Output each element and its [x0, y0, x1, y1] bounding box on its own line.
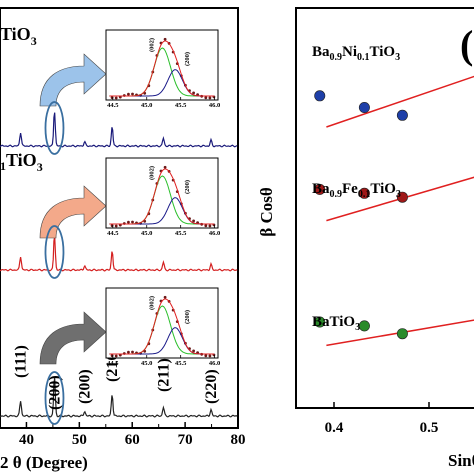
- inset-tick-label: 44.5: [107, 102, 119, 109]
- wh-x-ticks: 0.4 0.5: [325, 402, 439, 436]
- inset-tick-label: 45.0: [141, 360, 152, 367]
- peak-ellipse: [44, 371, 65, 425]
- wh-series: [314, 75, 474, 347]
- peak-ellipse: [44, 225, 65, 279]
- inset-tick-label: 45.0: [141, 102, 152, 109]
- zoom-arrows: [39, 53, 107, 365]
- xrd-traces: [0, 112, 238, 418]
- inset-fit-total: [109, 168, 214, 225]
- xrd-frame: [0, 7, 239, 429]
- williamson-hall-panel: β Cosθ Sinθ ( 0.4 0.5 Ba0.9Ni0.1TiO3 Ba0.…: [257, 7, 474, 470]
- inset-data-point: [204, 96, 208, 100]
- wh-data-point: [314, 90, 326, 102]
- inset-tick-label: 46.0: [209, 102, 220, 109]
- zoom-insets: 44.5 45.0 45.5 46.0 (002) (200) 44.5 45.0 45.5 46…: [105, 29, 220, 367]
- inset-tick-label: 46.0: [209, 360, 220, 367]
- inset-data-point: [163, 165, 167, 169]
- inset-data-point: [208, 354, 212, 358]
- inset-tick-label: 44.5: [107, 230, 119, 237]
- wh-data-point: [314, 316, 326, 328]
- wh-data-point: [396, 328, 408, 340]
- zoom-arrow: [39, 185, 107, 239]
- wh-data-point: [358, 102, 370, 114]
- inset-data-point: [204, 224, 208, 228]
- inset-frame: [105, 29, 219, 101]
- wh-y-axis-title: β Cosθ: [257, 187, 276, 237]
- inset-peak-label: (200): [184, 180, 191, 194]
- peak-label: (200): [77, 369, 94, 404]
- xrd-tick-label: 70: [178, 432, 193, 448]
- peak-label: (111): [13, 345, 30, 378]
- inset-data-point: [163, 37, 167, 41]
- inset-data-point: [131, 350, 134, 354]
- inset-data-point: [208, 96, 212, 100]
- xrd-tick-label: 60: [125, 432, 140, 448]
- xrd-panel: (111)(200) (200)(210) (211) (220) 40 50 60 70 8…: [0, 7, 246, 472]
- peak-label: (200): [46, 375, 63, 410]
- inset-frame: [105, 287, 219, 359]
- zoom-arrow: [39, 311, 107, 365]
- inset-data-point: [126, 220, 130, 224]
- inset-peak-label: (200): [184, 310, 191, 324]
- wh-x-axis-title: Sinθ: [448, 451, 474, 470]
- series-label-2: 1TiO3: [0, 150, 43, 174]
- inset-peak-label: (200): [184, 52, 191, 66]
- peak-ellipses: [44, 101, 65, 425]
- inset-tick-label: 46.0: [209, 230, 220, 237]
- xrd-tick-label: 40: [19, 432, 34, 448]
- xrd-tick-label: 50: [72, 432, 87, 448]
- xrd-trace-2: [0, 236, 238, 272]
- inset-peak-label: (002): [149, 296, 156, 310]
- inset-data-point: [114, 96, 118, 100]
- inset-tick-label: 45.5: [175, 102, 187, 109]
- inset-data-point: [204, 354, 208, 358]
- inset-tick-label: 45.0: [141, 230, 152, 237]
- inset-data-point: [126, 92, 130, 96]
- inset-tick-label: 44.5: [107, 360, 119, 367]
- zoom-arrow: [39, 53, 107, 107]
- xrd-trace-1: [0, 112, 238, 148]
- wh-tick-label: 0.4: [325, 420, 344, 436]
- xrd-x-axis-title: 2 θ (Degree): [0, 453, 88, 472]
- wh-data-point: [358, 187, 370, 199]
- inset-data-point: [192, 219, 196, 223]
- inset-data-point: [208, 224, 212, 228]
- inset-data-point: [114, 354, 118, 358]
- wh-fit-line: [326, 75, 474, 128]
- inset-data-point: [131, 92, 134, 96]
- xrd-x-ticks: 40 50 60 70 80: [0, 422, 246, 448]
- inset-data-point: [192, 91, 196, 95]
- wh-frame: [295, 7, 474, 409]
- series-label-1: TiO3: [0, 24, 37, 48]
- legend-batio3: BaTiO3: [312, 314, 360, 333]
- xrd-tick-label: 80: [231, 432, 246, 448]
- wh-data-point: [358, 320, 370, 332]
- inset-fit-total: [109, 40, 214, 97]
- peak-label: (220): [203, 369, 220, 404]
- xrd-trace-3: [0, 378, 238, 418]
- wh-data-point: [396, 109, 408, 121]
- inset-fit-total: [109, 298, 214, 355]
- wh-tick-label: 0.5: [420, 420, 439, 436]
- inset-data-point: [192, 349, 196, 353]
- inset-peak-label: (002): [149, 166, 156, 180]
- peak-label: (211): [155, 358, 172, 392]
- inset-frame: [105, 157, 219, 229]
- peak-labels: (111)(200) (200)(210) (211) (220): [13, 345, 220, 410]
- legend-fe: Ba0.9Fe0.1TiO3: [312, 181, 401, 200]
- inset-tick-label: 45.5: [175, 230, 187, 237]
- inset-peak-label: (002): [149, 38, 156, 52]
- inset-tick-label: 45.5: [175, 360, 187, 367]
- inset-data-point: [163, 295, 167, 299]
- peak-ellipse: [44, 101, 65, 155]
- legend-ni: Ba0.9Ni0.1TiO3: [312, 44, 400, 63]
- inset-data-point: [114, 224, 118, 228]
- wh-data-point: [314, 183, 326, 195]
- inset-data-point: [126, 350, 130, 354]
- panel-letter: (: [460, 22, 473, 67]
- wh-data-point: [396, 191, 408, 203]
- inset-data-point: [131, 220, 134, 224]
